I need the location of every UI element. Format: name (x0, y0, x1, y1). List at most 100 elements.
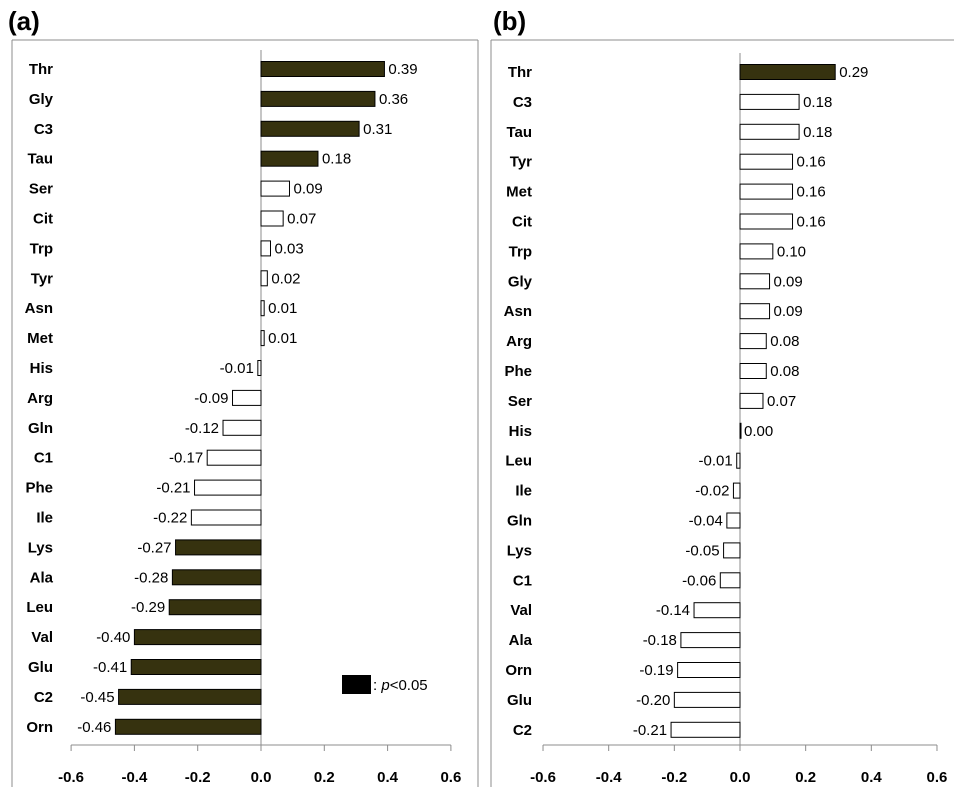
panel-b-value-label: -0.01 (699, 453, 733, 470)
panel-a-bar (260, 270, 268, 287)
panel-a-category-label: Gln (28, 420, 53, 437)
panel-a-category-label: Tyr (31, 270, 53, 287)
panel-b-category-label: Arg (506, 333, 532, 350)
legend-prefix: : (373, 677, 381, 694)
panel-b-bar (739, 243, 774, 260)
panel-b-category-label: Trp (509, 243, 532, 260)
legend-text: : p<0.05 (373, 677, 428, 694)
panel-a-value-label: -0.12 (185, 420, 219, 437)
panel-a-value-label: -0.09 (194, 390, 228, 407)
legend: : p<0.05 (342, 675, 428, 694)
panel-b-tick-label: 0.4 (861, 769, 883, 786)
panel-a-value-label: 0.09 (293, 181, 322, 198)
panel-b-value-label: 0.08 (770, 363, 799, 380)
panel-b-tick-label: 0.6 (927, 769, 948, 786)
panel-a-tick-label: 0.6 (440, 769, 461, 786)
panel-a-bar (260, 330, 265, 347)
panel-b-value-label: 0.18 (803, 124, 832, 141)
panel-b-value-label: 0.09 (774, 303, 803, 320)
panel-b-category-label: Val (510, 602, 532, 619)
panel-a-value-label: -0.28 (134, 569, 168, 586)
panel-a-bar (260, 61, 385, 77)
panel-b-bar (739, 363, 767, 379)
panel-b-value-label: 0.16 (797, 184, 826, 201)
panel-b-category-label: Ser (508, 393, 532, 410)
panel-b-category-label: Tau (506, 124, 532, 141)
panel-a-value-label: -0.45 (80, 689, 114, 706)
panel-a-category-label: Arg (27, 390, 53, 407)
panel-a-value-label: -0.46 (77, 719, 111, 736)
panel-a-bar (260, 300, 265, 317)
panel-a-value-label: 0.07 (287, 211, 316, 228)
panel-b-value-label: 0.08 (770, 333, 799, 350)
panel-b-bar (680, 632, 741, 649)
panel-b-bar (739, 153, 794, 170)
panel-b-category-label: Orn (505, 662, 532, 679)
panel-b-bar (739, 213, 794, 230)
panel-a-category-label: C3 (34, 121, 53, 138)
panel-b-category-label: His (509, 423, 532, 440)
panel-a-tick-label: 0.4 (377, 769, 399, 786)
panel-a-bar (260, 120, 360, 137)
panel-a-category-label: Met (27, 330, 53, 347)
panel-a-bar (118, 688, 262, 705)
panel-a-category-label: Cit (33, 211, 53, 228)
panel-a-value-label: 0.39 (388, 61, 417, 78)
panel-a-category-label: Glu (28, 659, 53, 676)
panel-b-value-label: 0.10 (777, 243, 806, 260)
panel-a-bar (175, 539, 262, 556)
panel-b-tick-label: -0.6 (530, 769, 556, 786)
panel-b-bar (739, 303, 771, 320)
panel-b: (b) -0.6 -0.4 -0.2 0.0 0.2 0.4 0.6 Thr 0.29 C3 0.1… (490, 6, 954, 787)
panel-b-value-label: 0.09 (774, 273, 803, 290)
panel-a-category-label: C1 (34, 450, 53, 467)
panel-b-bar (739, 273, 771, 290)
panel-a-category-label: Gly (29, 91, 54, 108)
panel-b-tick-label: -0.4 (596, 769, 623, 786)
panel-a-category-label: Val (31, 629, 53, 646)
panel-b-category-label: Gly (508, 273, 533, 290)
panel-a-category-label: Phe (25, 480, 53, 497)
panel-a-tick-label: 0.0 (251, 769, 272, 786)
panel-a-category-label: Lys (28, 539, 53, 556)
panel-a-bar (260, 240, 271, 257)
panel-a-bar (190, 509, 262, 526)
panel-a-tick-label: -0.2 (185, 769, 211, 786)
panel-a-tick-label: 0.2 (314, 769, 335, 786)
panel-b-bar (739, 93, 800, 110)
panel-b-value-label: -0.06 (682, 572, 716, 589)
panel-a-category-label: Ser (29, 181, 53, 198)
panel-b-bar (732, 482, 741, 499)
panel-b-category-label: Met (506, 184, 532, 201)
panel-a-category-label: Asn (25, 300, 53, 317)
panel-a-bar (168, 599, 262, 616)
panel-b-category-label: C2 (513, 722, 532, 739)
panel-a-value-label: 0.36 (379, 91, 408, 108)
panel-a-category-label: Trp (30, 240, 53, 257)
panel-b-category-label: Lys (507, 542, 532, 559)
panel-b-category-label: Cit (512, 214, 532, 231)
panel-b-category-label: Ile (515, 483, 532, 500)
panel-a-bar (222, 419, 262, 436)
panel-a-value-label: -0.17 (169, 450, 203, 467)
panel-b-bar (726, 512, 741, 529)
panel-a-tick-label: -0.4 (121, 769, 148, 786)
panel-a-value-label: -0.22 (153, 510, 187, 527)
panel-b-bar (739, 123, 800, 140)
panel-a-category-label: Orn (26, 719, 53, 736)
panel-a-bar (171, 569, 262, 586)
panel-b-bar (673, 691, 741, 708)
panel-b-category-label: Ala (509, 632, 533, 649)
panel-b-label: (b) (493, 6, 526, 36)
panel-a-value-label: 0.18 (322, 151, 351, 168)
panel-a-label: (a) (8, 6, 40, 36)
panel-a-value-label: -0.41 (93, 659, 127, 676)
panel-a-category-label: His (30, 360, 53, 377)
panel-b-value-label: -0.20 (636, 692, 670, 709)
panel-b-bar (739, 392, 764, 409)
panel-a-value-label: 0.03 (274, 240, 303, 257)
panel-b-category-label: C1 (513, 572, 532, 589)
legend-threshold: <0.05 (390, 677, 428, 694)
panel-b-value-label: 0.16 (797, 214, 826, 231)
panel-a-bar (260, 90, 376, 107)
